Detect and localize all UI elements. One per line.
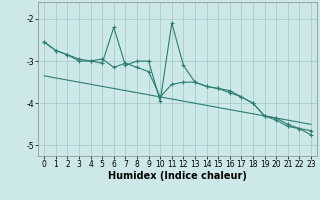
X-axis label: Humidex (Indice chaleur): Humidex (Indice chaleur) bbox=[108, 171, 247, 181]
